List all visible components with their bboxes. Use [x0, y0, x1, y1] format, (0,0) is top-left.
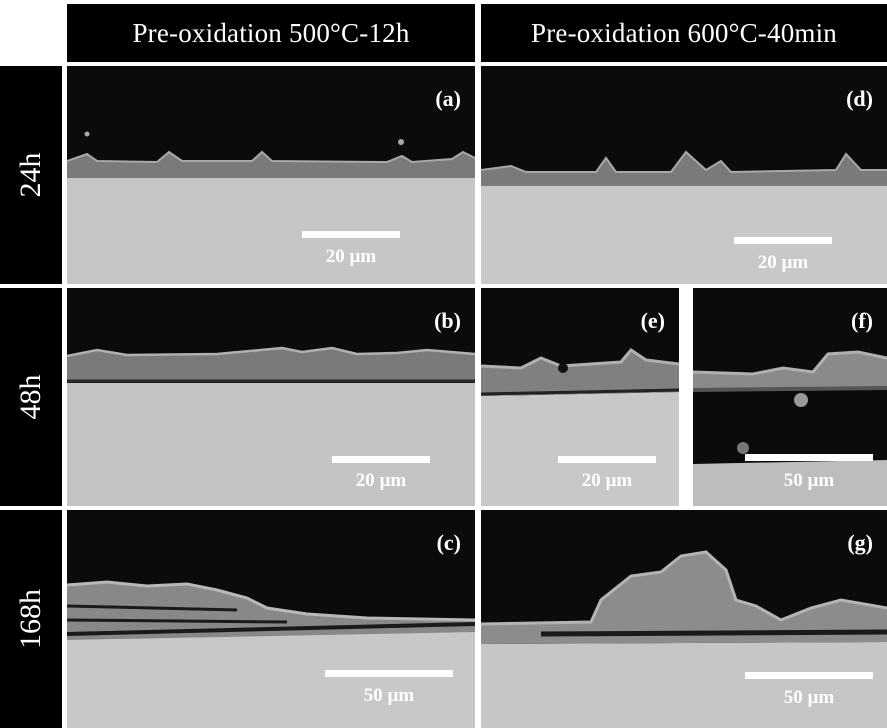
panel-label-c: (c): [436, 530, 461, 555]
micrograph-a-image: [67, 66, 475, 284]
micrograph-f-image: [693, 288, 887, 506]
micrograph-panel-e: (e) 20 µm: [481, 288, 679, 506]
panel-label-d: (d): [846, 86, 873, 111]
micrograph-panel-d: (d) 20 µm: [481, 66, 887, 284]
micrograph-b-image: [67, 288, 475, 506]
micrograph-panel-g: (g) 50 µm: [481, 510, 887, 728]
panel-label-a: (a): [435, 86, 461, 111]
row-label-168h-text: 168h: [14, 589, 47, 649]
scale-bar-g: [745, 672, 873, 679]
scale-bar-b: [332, 456, 430, 463]
micrograph-panel-c: (c) 50 µm: [67, 510, 475, 728]
micrograph-d-image: [481, 66, 887, 284]
row-label-168h: 168h: [0, 510, 62, 728]
micrograph-c-image: [67, 510, 475, 728]
scale-bar-a: [302, 231, 400, 238]
scale-label-b: 20 µm: [355, 470, 407, 491]
micrograph-panel-f: (f) 50 µm: [693, 288, 887, 506]
row-label-24h-text: 24h: [14, 152, 47, 198]
scale-label-c: 50 µm: [363, 685, 415, 706]
micrograph-e-image: [481, 288, 679, 506]
scale-bar-c: [325, 670, 453, 677]
scale-bar-e: [558, 456, 656, 463]
panel-label-f: (f): [851, 308, 873, 333]
scale-label-a: 20 µm: [325, 246, 377, 267]
row-label-48h-text: 48h: [14, 374, 47, 420]
panel-label-b: (b): [434, 308, 461, 333]
scale-bar-f: [745, 454, 873, 461]
micrograph-panel-b: (b) 20 µm: [67, 288, 475, 506]
scale-label-d: 20 µm: [757, 252, 809, 273]
scale-label-e: 20 µm: [581, 470, 633, 491]
column-header-600c: Pre-oxidation 600°C-40min: [481, 4, 887, 62]
scale-label-f: 50 µm: [783, 470, 835, 491]
panel-label-e: (e): [640, 308, 665, 333]
column-header-500c: Pre-oxidation 500°C-12h: [67, 4, 475, 62]
micrograph-panel-a: (a) 20 µm: [67, 66, 475, 284]
row-label-24h: 24h: [0, 66, 62, 284]
row-label-48h: 48h: [0, 288, 62, 506]
micrograph-g-image: [481, 510, 887, 728]
scale-bar-d: [734, 237, 832, 244]
scale-label-g: 50 µm: [783, 687, 835, 708]
panel-label-g: (g): [847, 530, 873, 555]
